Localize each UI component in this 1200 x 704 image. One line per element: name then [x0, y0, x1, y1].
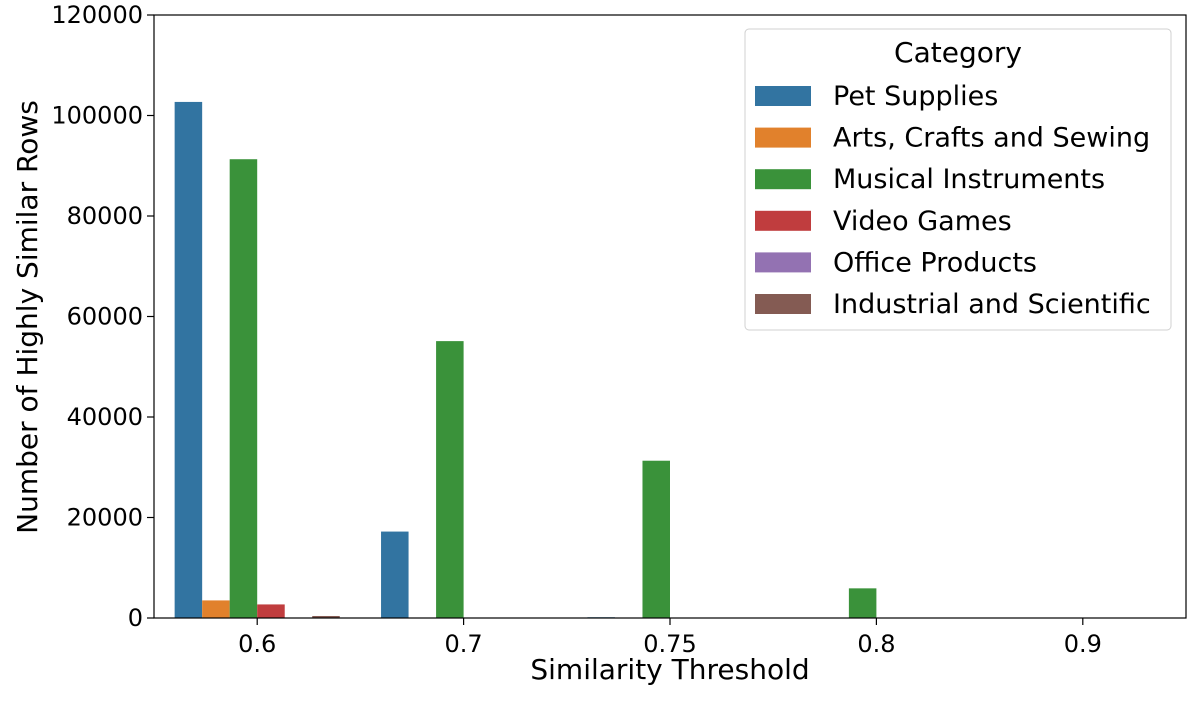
y-tick-label: 20000: [67, 504, 143, 532]
y-tick-label: 120000: [51, 1, 143, 29]
x-tick-label: 0.7: [445, 630, 483, 658]
legend-swatch: [755, 127, 811, 148]
bar: [202, 600, 230, 618]
legend-label: Pet Supplies: [833, 81, 998, 112]
legend-label: Video Games: [833, 206, 1012, 237]
legend-label: Arts, Crafts and Sewing: [833, 123, 1150, 154]
y-tick-label: 40000: [67, 403, 143, 431]
y-tick-label: 100000: [51, 102, 143, 130]
y-axis: 0 20000 40000 60000 80000 100000 120000: [51, 1, 154, 632]
bar: [229, 159, 258, 618]
bar: [174, 101, 203, 619]
bar: [312, 615, 340, 618]
legend-label: Musical Instruments: [833, 164, 1105, 195]
legend-swatch: [755, 252, 811, 273]
x-tick-label: 0.75: [643, 630, 696, 658]
x-tick-label: 0.8: [857, 630, 895, 658]
bars-layer: [174, 101, 877, 619]
legend-label: Office Products: [833, 247, 1037, 278]
x-axis: 0.6 0.7 0.75 0.8 0.9: [238, 618, 1102, 658]
y-tick-label: 80000: [67, 202, 143, 230]
legend: Category Pet Supplies Arts, Crafts and Se…: [744, 28, 1172, 331]
legend-swatch: [755, 86, 811, 106]
legend-frame: [744, 28, 1172, 331]
x-tick-label: 0.6: [238, 630, 276, 658]
bar: [436, 341, 464, 618]
bar: [848, 588, 877, 618]
bar: [257, 604, 285, 618]
legend-title: Category: [894, 36, 1022, 69]
legend-label: Industrial and Scientific: [833, 289, 1151, 320]
legend-swatch: [755, 169, 811, 190]
y-axis-title: Number of Highly Similar Rows: [11, 100, 44, 534]
y-tick-label: 60000: [67, 303, 143, 331]
bar: [642, 460, 670, 618]
legend-swatch: [755, 294, 811, 314]
x-tick-label: 0.9: [1064, 630, 1102, 658]
y-tick-label: 0: [128, 604, 143, 632]
legend-swatch: [755, 210, 811, 231]
x-axis-title: Similarity Threshold: [530, 653, 809, 686]
bar: [381, 531, 409, 618]
